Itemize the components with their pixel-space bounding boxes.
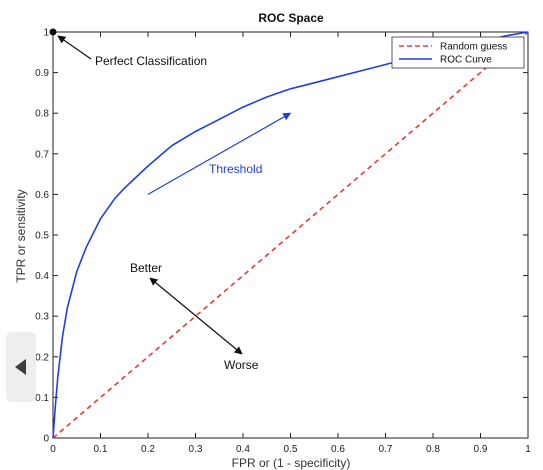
y-tick-label: 0.5 [35,231,49,242]
y-tick-label: 0.4 [35,271,49,282]
chart-title: ROC Space [258,11,324,25]
y-tick-label: 0.8 [35,109,49,120]
y-tick-label: 0.9 [35,68,49,79]
worse-label: Worse [224,358,259,372]
y-tick-label: 0 [43,434,49,445]
legend-label-roc-curve: ROC Curve [440,55,492,66]
x-tick-label: 0.5 [284,444,298,455]
x-tick-label: 0.9 [474,444,488,455]
x-axis-ticks: 0 0.1 0.2 0.3 0.4 0.5 0.6 0.7 0.8 0.9 1 [50,32,531,455]
legend: Random guess ROC Curve [391,36,525,69]
better-worse-arrow [149,277,243,355]
y-tick-label: 1 [43,28,49,39]
y-tick-label: 0.3 [35,312,49,323]
threshold-label: Threshold [209,162,262,176]
x-tick-label: 0.1 [94,444,108,455]
y-axis-ticks: 0 0.1 0.2 0.3 0.4 0.5 0.6 0.7 0.8 0.9 1 [35,28,528,445]
perfect-classification-arrow [57,35,92,60]
legend-box [391,36,525,69]
x-tick-label: 0.3 [189,444,203,455]
x-axis-title: FPR or (1 - specificity) [232,456,351,470]
y-tick-label: 0.2 [35,352,49,363]
x-tick-label: 0.7 [379,444,393,455]
legend-label-random-guess: Random guess [440,42,507,53]
x-tick-label: 0.4 [236,444,250,455]
y-axis-title: TPR or sensitivity [14,189,28,282]
x-tick-label: 0.8 [426,444,440,455]
previous-button[interactable] [6,332,36,402]
perfect-classification-label: Perfect Classification [95,54,207,68]
perfect-classification-point [49,28,57,36]
threshold-arrow [147,112,292,195]
better-label: Better [130,261,162,275]
x-tick-label: 0.2 [141,444,155,455]
y-tick-label: 0.7 [35,149,49,160]
y-tick-label: 0.1 [35,393,49,404]
y-tick-label: 0.6 [35,190,49,201]
plot-frame [52,31,529,439]
x-tick-label: 0.6 [331,444,345,455]
chevron-left-icon [15,359,26,375]
x-tick-label: 0 [50,444,56,455]
x-tick-label: 1 [525,444,531,455]
annotation-layer: Perfect Classification Threshold Better Wor… [49,28,292,372]
